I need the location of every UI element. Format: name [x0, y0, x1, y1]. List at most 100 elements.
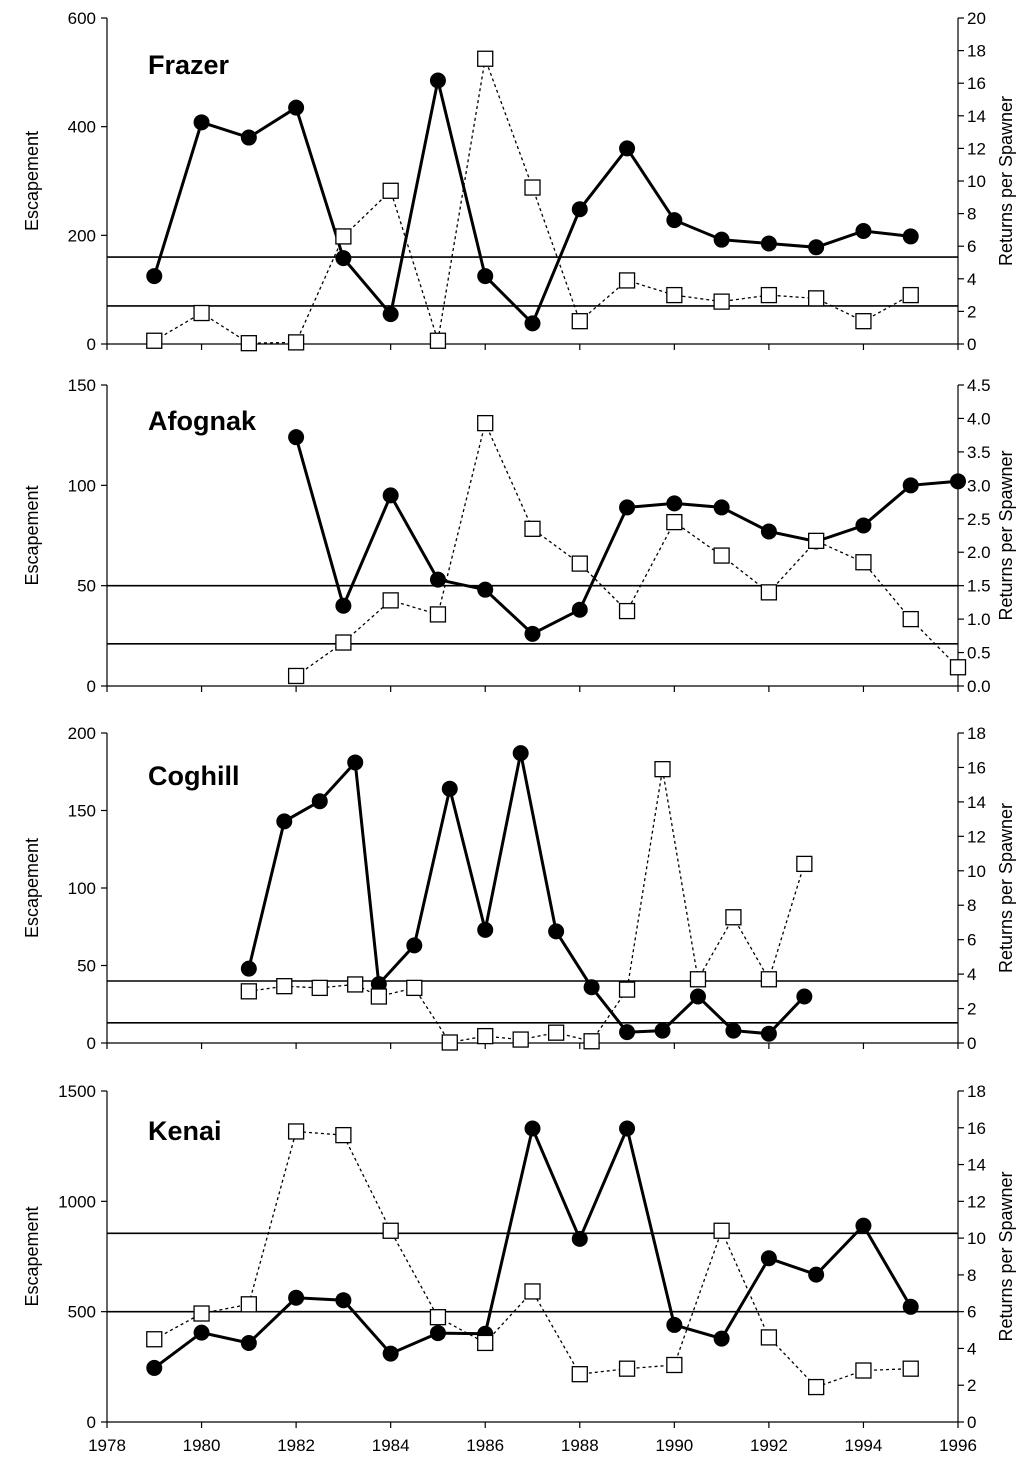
y2-tick-label: 20 — [967, 9, 986, 28]
y2-tick-label: 16 — [967, 758, 986, 777]
returns-point — [429, 332, 447, 349]
y2-tick-label: 14 — [967, 107, 986, 126]
y2-tick-label: 0.5 — [967, 644, 991, 663]
returns-point — [571, 313, 588, 330]
returns-point — [146, 1331, 163, 1348]
returns-point — [618, 272, 636, 289]
y-tick-label: 200 — [68, 226, 96, 245]
escapement-point — [950, 473, 966, 490]
y-tick-label: 50 — [77, 957, 96, 976]
y-axis-title: Escapement — [22, 131, 42, 231]
y2-tick-label: 10 — [967, 862, 986, 881]
escapement-point — [240, 960, 257, 977]
escapement-point — [240, 1335, 257, 1352]
escapement-point — [713, 499, 730, 516]
y-tick-label: 600 — [68, 9, 96, 28]
y2-tick-label: 4 — [967, 965, 976, 984]
y2-tick-label: 0 — [967, 335, 976, 354]
y2-tick-label: 8 — [967, 205, 976, 224]
escapement-point — [855, 1217, 872, 1234]
y2-tick-label: 14 — [967, 793, 986, 812]
returns-point — [618, 981, 636, 998]
escapement-point — [429, 72, 446, 89]
escapement-point — [524, 315, 541, 332]
y-tick-label: 1000 — [58, 1192, 96, 1211]
returns-point — [524, 520, 541, 537]
escapement-point — [240, 129, 257, 146]
y-tick-label: 0 — [87, 335, 96, 354]
y2-tick-label: 16 — [967, 1119, 986, 1138]
returns-series-line — [248, 769, 805, 1044]
returns-point — [311, 979, 328, 997]
returns-point — [618, 1360, 636, 1377]
y-tick-label: 500 — [68, 1303, 96, 1322]
panel-title: Afognak — [148, 406, 257, 436]
returns-point — [240, 1296, 257, 1313]
y2-tick-label: 3.0 — [967, 476, 991, 495]
y2-tick-label: 2 — [967, 302, 976, 321]
returns-point — [666, 513, 683, 531]
escapement-point — [760, 1250, 777, 1267]
y2-tick-label: 12 — [967, 827, 986, 846]
returns-point — [760, 1329, 778, 1346]
y2-tick-label: 0.0 — [967, 677, 991, 696]
returns-point — [855, 1362, 872, 1379]
escapement-point — [689, 988, 706, 1005]
y2-tick-label: 14 — [967, 1156, 986, 1175]
x-tick-label: 1992 — [750, 1436, 788, 1455]
escapement-point — [619, 1120, 636, 1137]
escapement-point — [666, 495, 683, 512]
escapement-point — [477, 581, 494, 598]
returns-point — [808, 532, 825, 550]
y2-axis-title: Returns per Spawner — [996, 803, 1016, 973]
y-tick-label: 150 — [68, 802, 96, 821]
y2-tick-label: 6 — [967, 931, 976, 950]
y2-tick-label: 0 — [967, 1034, 976, 1053]
escapement-point — [808, 239, 825, 256]
x-tick-label: 1978 — [88, 1436, 126, 1455]
y2-tick-label: 16 — [967, 74, 986, 93]
y-axis-title: Escapement — [22, 485, 42, 585]
returns-point — [902, 1360, 919, 1377]
y-tick-label: 200 — [68, 724, 96, 743]
escapement-series-line — [247, 752, 806, 1036]
y2-tick-label: 2 — [967, 1376, 976, 1395]
x-tick-label: 1984 — [372, 1436, 410, 1455]
escapement-point — [477, 921, 494, 938]
y2-tick-label: 12 — [967, 139, 986, 158]
y-tick-label: 400 — [68, 118, 96, 137]
escapement-point — [146, 268, 163, 285]
escapement-point — [760, 235, 777, 252]
returns-point — [654, 761, 671, 778]
y2-tick-label: 2.5 — [967, 510, 991, 529]
returns-point — [335, 634, 352, 651]
returns-point — [477, 50, 494, 67]
returns-point — [583, 1033, 600, 1050]
returns-point — [240, 983, 257, 1000]
escapement-point — [713, 231, 730, 248]
escapement-point — [524, 625, 541, 642]
returns-point — [335, 228, 352, 245]
returns-point — [571, 1366, 588, 1383]
returns-point — [713, 547, 730, 564]
escapement-point — [335, 597, 352, 614]
returns-point — [571, 555, 588, 572]
y2-tick-label: 18 — [967, 42, 986, 61]
escapement-point — [619, 1024, 636, 1041]
returns-point — [382, 1222, 399, 1239]
y2-tick-label: 1.0 — [967, 610, 991, 629]
escapement-point — [548, 923, 565, 940]
y2-tick-label: 0 — [967, 1413, 976, 1432]
y2-tick-label: 4 — [967, 1339, 976, 1358]
escapement-point — [902, 228, 919, 245]
escapement-point — [571, 1230, 588, 1247]
y2-tick-label: 12 — [967, 1192, 986, 1211]
x-tick-label: 1982 — [277, 1436, 315, 1455]
y2-tick-label: 3.5 — [967, 443, 991, 462]
y-tick-label: 0 — [87, 677, 96, 696]
returns-point — [382, 182, 399, 199]
y-axis-title: Escapement — [22, 838, 42, 938]
returns-point — [796, 855, 813, 873]
returns-point — [713, 293, 730, 310]
escapement-point — [760, 1025, 777, 1042]
